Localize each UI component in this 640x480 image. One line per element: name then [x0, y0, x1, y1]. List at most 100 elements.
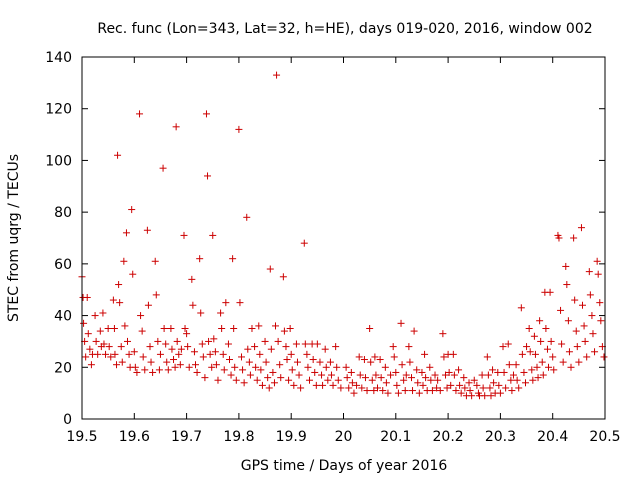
data-point [353, 381, 361, 389]
data-point [495, 381, 503, 389]
data-point [394, 389, 402, 397]
data-point [581, 337, 589, 345]
data-point [460, 374, 468, 382]
y-tick-label: 40 [54, 309, 72, 325]
data-point [244, 345, 252, 353]
data-point [287, 350, 295, 358]
data-point [176, 361, 184, 369]
data-point [392, 368, 400, 376]
data-point [280, 327, 288, 335]
data-point [121, 322, 129, 330]
data-point [327, 371, 335, 379]
data-point [382, 379, 390, 387]
data-point [585, 268, 593, 276]
data-point [139, 353, 147, 361]
data-point [500, 368, 508, 376]
data-point [523, 343, 531, 351]
data-point [547, 337, 555, 345]
data-point [360, 356, 368, 364]
data-point [563, 281, 571, 289]
data-point [484, 371, 492, 379]
chart-title: Rec. func (Lon=343, Lat=32, h=HE), days … [97, 21, 592, 37]
data-point [115, 281, 123, 289]
data-point [418, 368, 426, 376]
data-point [92, 337, 100, 345]
x-tick-label: 19.9 [276, 429, 307, 445]
y-tick-label: 20 [54, 360, 72, 376]
data-point [577, 224, 585, 232]
data-point [421, 350, 429, 358]
data-point [494, 368, 502, 376]
data-point [184, 343, 192, 351]
data-point [597, 317, 605, 325]
data-point [583, 353, 591, 361]
x-tick-label: 20.2 [433, 429, 464, 445]
data-point [528, 366, 536, 374]
data-point [508, 387, 516, 395]
data-point [526, 348, 534, 356]
x-tick-label: 20 [335, 429, 353, 445]
data-point [297, 384, 305, 392]
data-point [489, 366, 497, 374]
data-point [154, 337, 162, 345]
data-point [579, 301, 587, 309]
data-point [313, 340, 321, 348]
data-point [565, 348, 573, 356]
data-point [253, 376, 261, 384]
data-point [518, 350, 526, 358]
data-point [530, 332, 538, 340]
data-point [502, 384, 510, 392]
data-point [156, 350, 164, 358]
data-point [110, 325, 118, 332]
data-point [191, 361, 199, 369]
data-point [180, 231, 188, 239]
data-point [594, 270, 602, 278]
data-points [78, 71, 608, 400]
data-point [118, 358, 126, 366]
data-point [531, 350, 539, 358]
data-point [147, 358, 155, 366]
data-point [596, 299, 604, 307]
x-tick-label: 19.7 [171, 429, 202, 445]
data-point [212, 361, 220, 369]
data-point [366, 325, 374, 332]
data-point [164, 366, 172, 374]
data-point [105, 343, 113, 351]
data-point [478, 371, 486, 379]
x-tick-label: 19.6 [119, 429, 150, 445]
data-point [217, 309, 225, 317]
data-point [173, 337, 181, 345]
data-point [133, 368, 141, 376]
data-point [542, 325, 550, 332]
data-point [361, 374, 369, 382]
data-point [94, 350, 102, 358]
data-point [222, 299, 230, 307]
data-point [151, 257, 159, 265]
data-point [536, 317, 544, 325]
data-point [486, 384, 494, 392]
data-point [593, 257, 601, 265]
data-point [202, 110, 210, 118]
data-point [461, 384, 469, 392]
data-point [87, 361, 95, 369]
data-point [80, 319, 88, 327]
data-point [443, 384, 451, 392]
data-point [370, 387, 378, 395]
y-tick-label: 60 [54, 257, 72, 273]
data-point [413, 366, 421, 374]
data-point [373, 384, 381, 392]
data-point [214, 376, 222, 384]
data-point [567, 363, 575, 371]
data-point [410, 327, 418, 335]
data-point [419, 381, 427, 389]
data-point [389, 343, 397, 351]
y-axis-label: STEC from uqrg / TECUs [6, 154, 22, 322]
data-point [398, 361, 406, 369]
data-point [322, 363, 330, 371]
data-point [381, 363, 389, 371]
data-point [273, 71, 281, 79]
data-point [363, 387, 371, 395]
data-point [517, 304, 525, 312]
data-point [238, 353, 246, 361]
